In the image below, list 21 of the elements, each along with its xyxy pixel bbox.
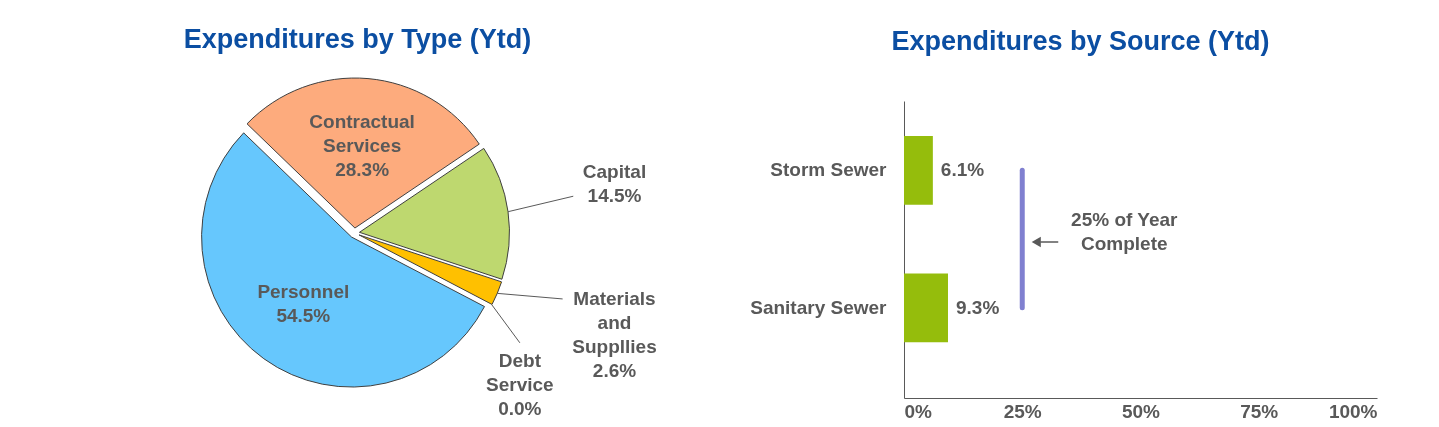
x-tick-label: 50% xyxy=(1121,400,1161,422)
x-tick-label: 100% xyxy=(1328,400,1378,422)
y-tick-label: Sanitary Sewer xyxy=(750,296,888,318)
x-tick-label: 25% xyxy=(1003,400,1042,422)
slice-label: Personnel xyxy=(257,280,350,302)
y-tick-label: Storm Sewer xyxy=(770,159,888,181)
slice-label: Materials and Suppllies xyxy=(572,287,657,357)
data-label: 28.3% xyxy=(335,158,390,180)
data-label: 54.5% xyxy=(276,304,331,326)
data-label: 2.6% xyxy=(592,359,637,381)
data-label: 6.1% xyxy=(940,159,985,181)
slice-label: Capital xyxy=(582,161,647,183)
slice-label: Debt Service 0.0% xyxy=(486,349,554,419)
data-label: 14.5% xyxy=(587,185,642,207)
data-label: 9.3% xyxy=(955,296,1000,318)
x-tick-label: 75% xyxy=(1240,400,1279,422)
chart-title: Expenditures by Type (Ytd) xyxy=(183,24,532,55)
ref-line-label: 25% of Year Complete xyxy=(1071,208,1179,254)
chart-title: Expenditures by Source (Ytd) xyxy=(891,26,1270,56)
slice-label: Contractual Services xyxy=(309,110,415,156)
x-tick-label: 0% xyxy=(904,400,933,422)
